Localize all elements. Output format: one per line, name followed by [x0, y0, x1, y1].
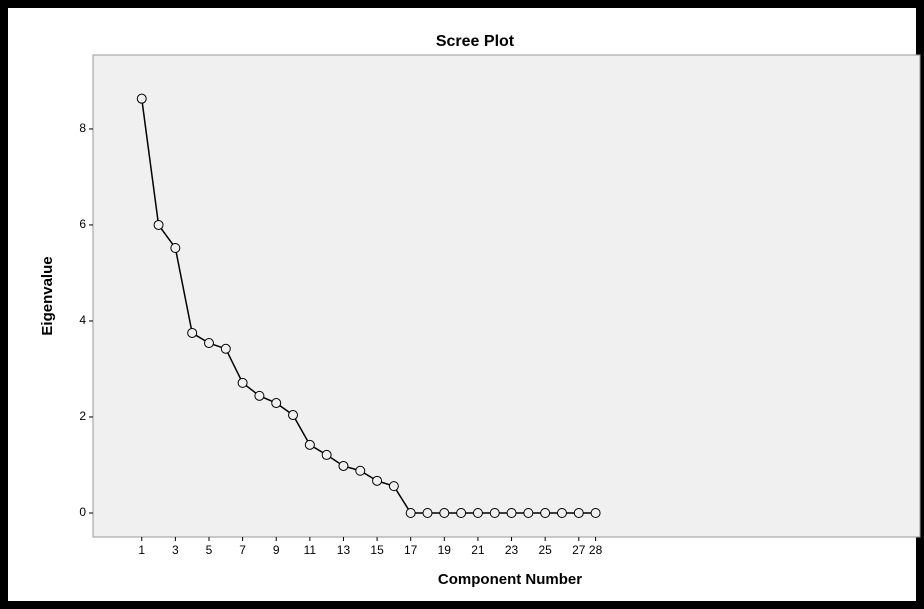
point [187, 327, 198, 338]
y-tick-label: 0 [79, 505, 86, 519]
point [540, 507, 551, 518]
x-tick-label: 7 [239, 543, 246, 557]
point [422, 507, 433, 518]
point [506, 507, 517, 518]
x-axis-title: Component Number [438, 571, 582, 588]
point [489, 507, 500, 518]
point [388, 481, 399, 492]
y-tick-label: 2 [79, 409, 86, 423]
x-tick-label: 15 [370, 543, 384, 557]
y-tick-label: 6 [79, 217, 86, 231]
x-tick-label: 27 [572, 543, 586, 557]
x-tick-label: 25 [538, 543, 552, 557]
scree-line [141, 98, 596, 514]
point [271, 398, 282, 409]
x-tick-label: 23 [505, 543, 519, 557]
point [254, 390, 265, 401]
point [355, 465, 366, 476]
point [472, 507, 483, 518]
point [573, 507, 584, 518]
point [136, 93, 147, 104]
x-tick-label: 19 [438, 543, 452, 557]
point [321, 449, 332, 460]
x-tick-label: 9 [273, 543, 280, 557]
point [304, 439, 315, 450]
x-tick-label: 1 [138, 543, 145, 557]
point [590, 507, 601, 518]
x-tick-label: 3 [172, 543, 179, 557]
point [556, 507, 567, 518]
point [405, 507, 416, 518]
point [439, 507, 450, 518]
y-tick-label: 4 [79, 313, 86, 327]
x-tick-label: 5 [206, 543, 213, 557]
point [372, 475, 383, 486]
x-tick-label: 11 [304, 543, 317, 557]
point [288, 410, 299, 421]
x-tick-label: 28 [589, 543, 603, 557]
x-tick-label: 17 [404, 543, 418, 557]
point [220, 343, 231, 354]
point [203, 338, 214, 349]
x-tick-label: 21 [471, 543, 485, 557]
plot-area [92, 54, 921, 538]
point [170, 242, 181, 253]
point [153, 219, 164, 230]
y-tick-label: 8 [79, 121, 86, 135]
x-tick-label: 13 [337, 543, 351, 557]
point [338, 460, 349, 471]
chart-title: Scree Plot [436, 33, 515, 50]
point [523, 507, 534, 518]
point [456, 507, 467, 518]
y-axis-title: Eigenvalue [39, 256, 56, 335]
point [237, 377, 248, 388]
